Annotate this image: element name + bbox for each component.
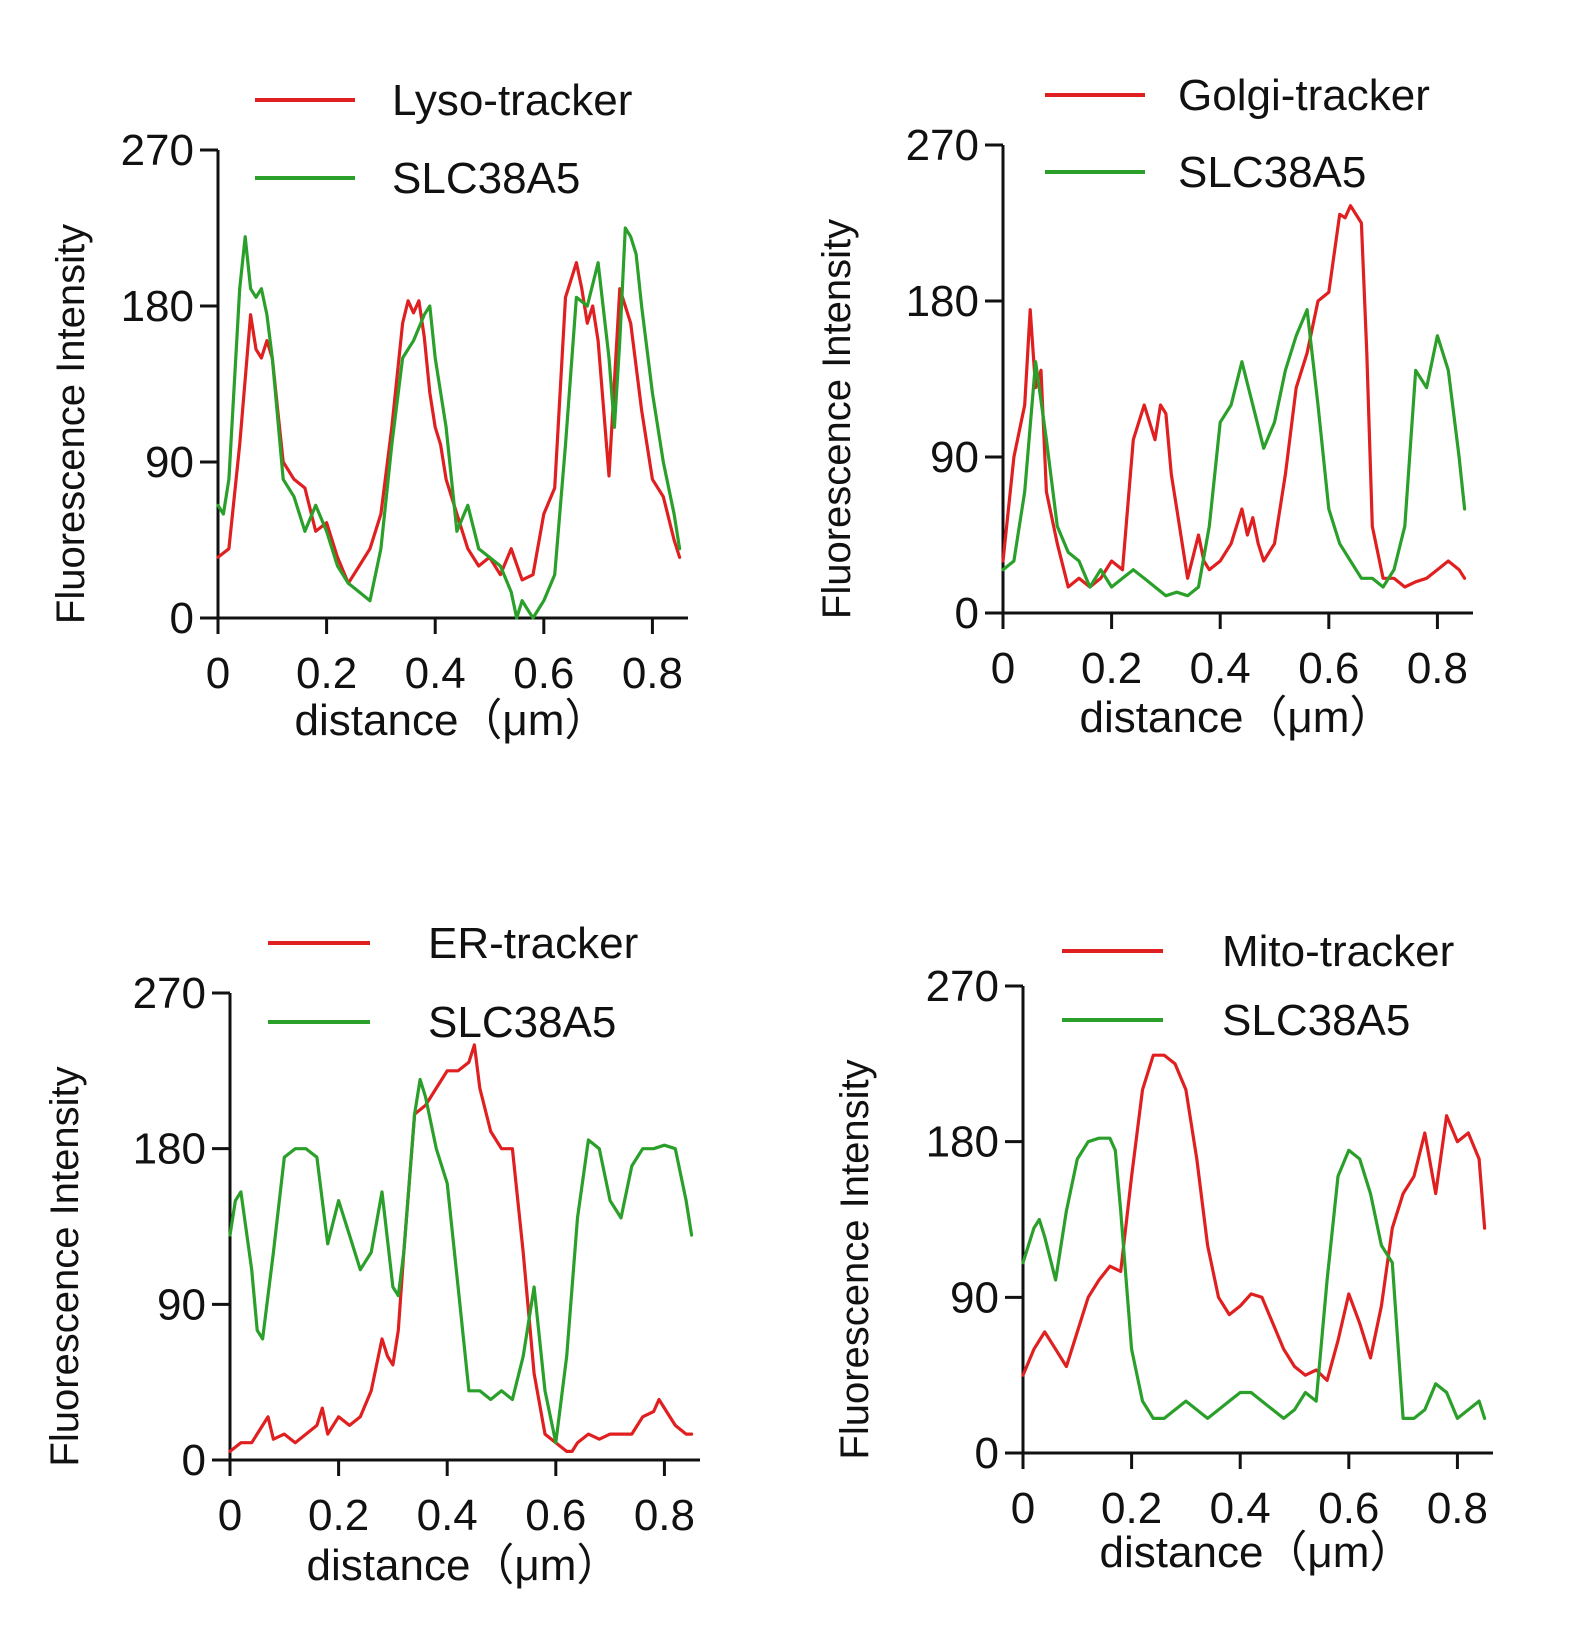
y-tick-label: 270 <box>121 126 194 175</box>
y-tick-label: 90 <box>930 433 979 482</box>
series-line-mito-tracker <box>1021 1053 1487 1383</box>
y-tick-label: 180 <box>121 282 194 331</box>
x-tick-label: 0.2 <box>1081 644 1142 693</box>
legend-label: Lyso-tracker <box>392 76 632 125</box>
x-tick-label: 0.4 <box>405 649 466 698</box>
x-tick-label: 0.8 <box>622 649 683 698</box>
y-tick-label: 0 <box>955 589 979 638</box>
x-tick-label: 0.8 <box>1427 1484 1488 1533</box>
y-axis-label: Fluorescence Intensity <box>49 224 93 624</box>
y-tick-label: 180 <box>906 277 979 326</box>
legend-label: SLC38A5 <box>1222 996 1410 1045</box>
legend-label: SLC38A5 <box>428 998 616 1047</box>
y-tick-label: 90 <box>145 438 194 487</box>
y-tick-label: 270 <box>133 969 206 1018</box>
x-tick-label: 0.2 <box>296 649 357 698</box>
x-tick-label: 0.2 <box>308 1491 369 1540</box>
x-axis-label: distance（μm） <box>295 696 609 745</box>
x-tick-label: 0 <box>206 649 230 698</box>
y-tick-label: 180 <box>133 1125 206 1174</box>
y-tick-label: 0 <box>975 1429 999 1478</box>
series-line-er-tracker <box>228 1043 694 1454</box>
x-tick-label: 0 <box>1011 1484 1035 1533</box>
x-tick-label: 0 <box>991 644 1015 693</box>
y-axis-label: Fluorescence Intensity <box>43 1066 87 1466</box>
chart-panel-bottom-right: 0 90 180 270 0 0.2 0.4 0.6 0.8 Fluorescence Inten… <box>833 927 1493 1577</box>
y-tick-label: 90 <box>157 1280 206 1329</box>
y-tick-label: 0 <box>182 1436 206 1485</box>
x-tick-label: 0.6 <box>1318 1484 1379 1533</box>
x-tick-label: 0 <box>218 1491 242 1540</box>
x-tick-label: 0.6 <box>513 649 574 698</box>
chart-panel-top-left: 0 90 180 270 0 0.2 0.4 0.6 0.8 Fluorescence Inten… <box>49 76 688 745</box>
legend-label: SLC38A5 <box>392 154 580 203</box>
y-axis-label: Fluorescence Intensity <box>815 219 859 619</box>
y-axis-label: Fluorescence Intensity <box>833 1059 877 1459</box>
legend-label: ER-tracker <box>428 919 638 968</box>
series-line-slc38a5 <box>1001 308 1467 598</box>
y-tick-label: 90 <box>950 1273 999 1322</box>
y-tick-label: 270 <box>926 962 999 1011</box>
legend-label: SLC38A5 <box>1178 148 1366 197</box>
chart-panel-bottom-left: 0 90 180 270 0 0.2 0.4 0.6 0.8 Fluorescence Inten… <box>43 919 700 1590</box>
x-tick-label: 0.2 <box>1101 1484 1162 1533</box>
x-tick-label: 0.8 <box>634 1491 695 1540</box>
y-tick-label: 0 <box>170 594 194 643</box>
x-tick-label: 0.6 <box>1298 644 1359 693</box>
x-tick-label: 0.6 <box>525 1491 586 1540</box>
y-tick-label: 180 <box>926 1118 999 1167</box>
y-tick-label: 270 <box>906 121 979 170</box>
series-line-slc38a5 <box>1021 1136 1487 1421</box>
x-axis-label: distance（μm） <box>1100 1528 1414 1577</box>
x-tick-label: 0.4 <box>417 1491 478 1540</box>
x-tick-label: 0.4 <box>1210 1484 1271 1533</box>
legend-label: Golgi-tracker <box>1178 71 1430 120</box>
x-tick-label: 0.4 <box>1190 644 1251 693</box>
series-line-slc38a5 <box>216 226 682 620</box>
chart-panel-top-right: 0 90 180 270 0 0.2 0.4 0.6 0.8 Fluorescence Inten… <box>815 71 1473 742</box>
x-axis-label: distance（μm） <box>1080 693 1394 742</box>
x-axis-label: distance（μm） <box>307 1541 621 1590</box>
x-tick-label: 0.8 <box>1407 644 1468 693</box>
legend-label: Mito-tracker <box>1222 927 1454 976</box>
series-line-golgi-tracker <box>1001 204 1467 589</box>
series-line-slc38a5 <box>228 1077 694 1445</box>
